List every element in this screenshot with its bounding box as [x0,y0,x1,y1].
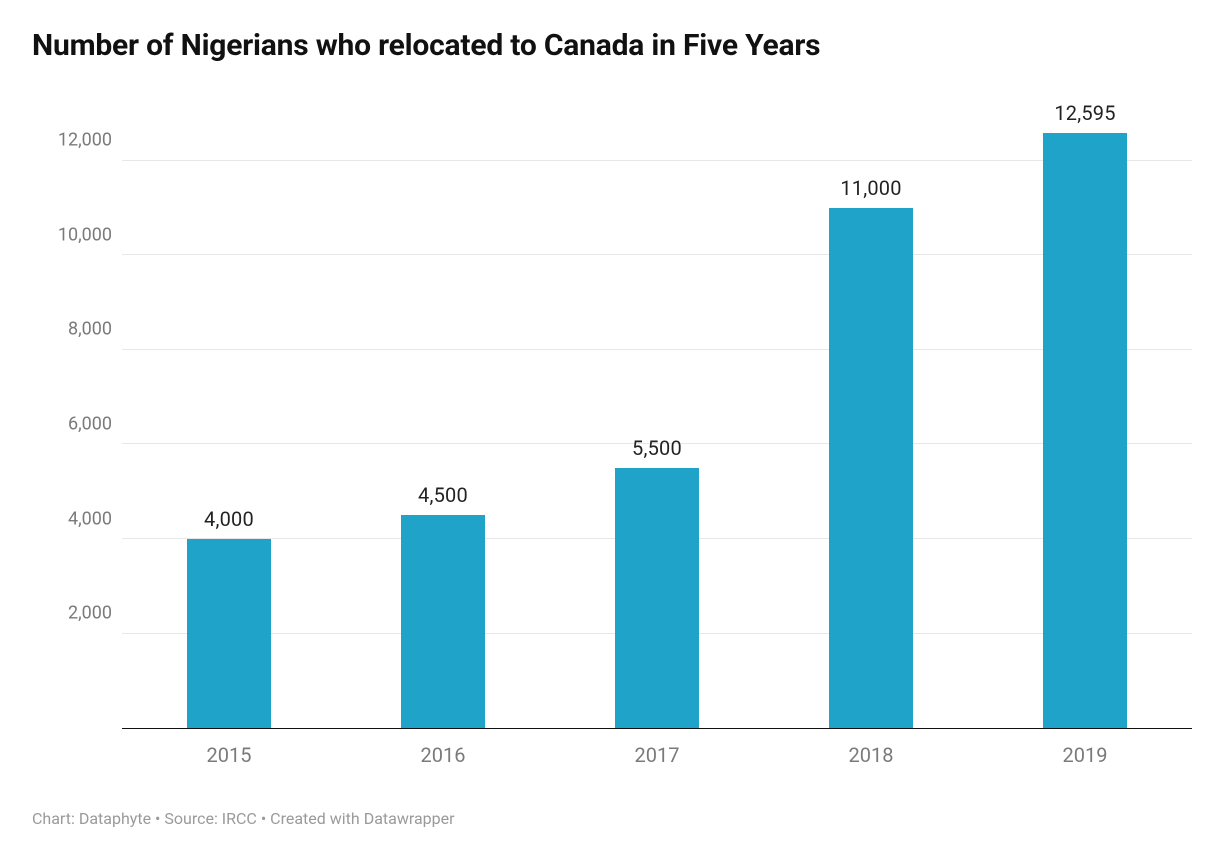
bar: 11,000 [829,208,912,728]
bar-slot: 11,000 [764,91,978,728]
x-tick-label: 2016 [336,729,550,781]
bar: 5,500 [615,468,698,728]
bar-slot: 4,500 [336,91,550,728]
y-tick-label: 8,000 [32,319,112,340]
x-axis: 20152016201720182019 [122,729,1192,781]
y-tick-label: 10,000 [32,224,112,245]
x-tick-label: 2015 [122,729,336,781]
bar-slot: 4,000 [122,91,336,728]
chart-footer: Chart: Dataphyte • Source: IRCC • Create… [32,809,455,828]
bar: 4,500 [401,515,484,728]
y-tick-label: 4,000 [32,508,112,529]
bar-value-label: 5,500 [632,436,682,460]
bar-slot: 12,595 [978,91,1192,728]
bar: 4,000 [187,539,270,728]
plot-area: 4,000 4,500 5,500 11,000 12,595 [122,91,1192,729]
bar: 12,595 [1043,133,1126,728]
x-tick-label: 2018 [764,729,978,781]
bar-value-label: 4,500 [418,483,468,507]
y-tick-label: 2,000 [32,603,112,624]
y-tick-label: 12,000 [32,130,112,151]
x-tick-label: 2019 [978,729,1192,781]
chart-title: Number of Nigerians who relocated to Can… [32,28,1192,63]
x-tick-label: 2017 [550,729,764,781]
bar-value-label: 4,000 [204,507,254,531]
bar-slot: 5,500 [550,91,764,728]
chart-area: 2,0004,0006,0008,00010,00012,000 4,0004,… [32,81,1192,781]
bars-container: 4,000 4,500 5,500 11,000 12,595 [122,91,1192,728]
bar-value-label: 11,000 [840,176,901,200]
y-tick-label: 6,000 [32,414,112,435]
bar-value-label: 12,595 [1054,101,1115,125]
